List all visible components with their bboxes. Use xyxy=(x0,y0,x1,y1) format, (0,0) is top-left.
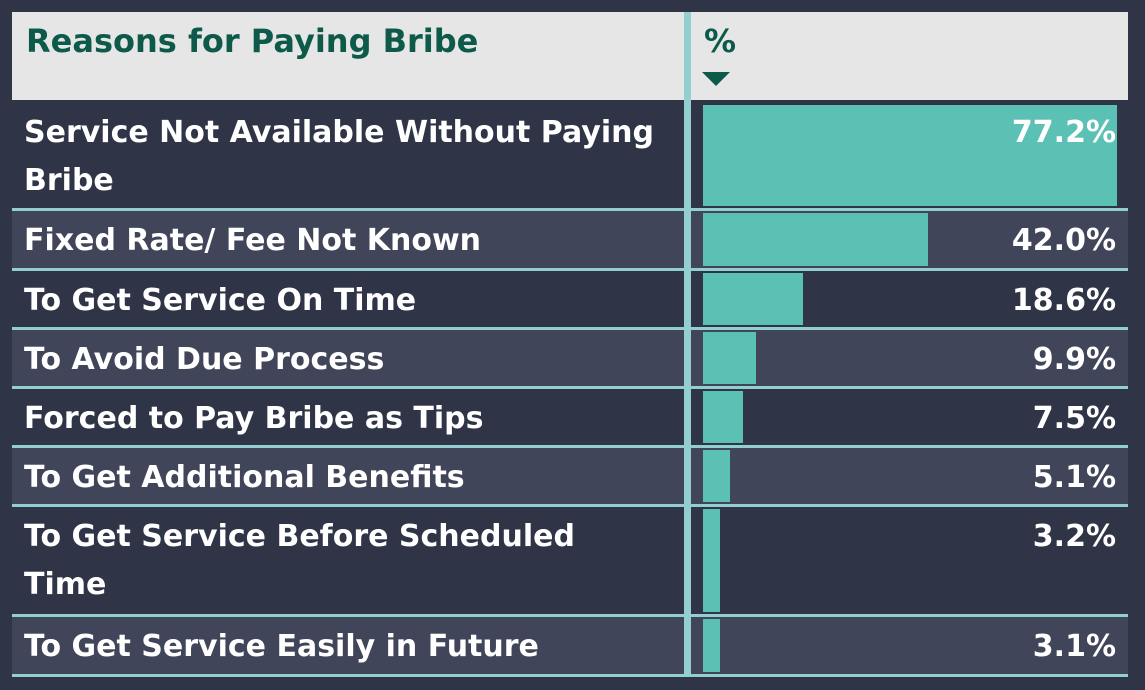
row-label: Forced to Pay Bribe as Tips xyxy=(24,401,484,436)
table-row[interactable]: To Get Service Before Scheduled Time 3.2% xyxy=(12,507,1128,617)
sort-descending-icon[interactable] xyxy=(702,72,730,86)
column-header-percent[interactable]: % xyxy=(704,22,737,60)
column-divider[interactable] xyxy=(684,12,691,676)
data-bar xyxy=(703,213,928,266)
row-value: 42.0% xyxy=(1011,223,1116,258)
column-header-reasons[interactable]: Reasons for Paying Bribe xyxy=(26,22,479,60)
row-value: 77.2% xyxy=(1011,115,1116,150)
data-bar xyxy=(703,619,720,672)
row-label: Service Not Available Without Paying Bri… xyxy=(24,115,654,198)
table-row[interactable]: To Get Service On Time 18.6% xyxy=(12,271,1128,330)
table-row[interactable]: To Get Additional Benefits 5.1% xyxy=(12,448,1128,507)
data-bar xyxy=(703,450,730,502)
table-row[interactable]: Forced to Pay Bribe as Tips 7.5% xyxy=(12,389,1128,448)
row-value: 3.1% xyxy=(1032,629,1116,664)
data-bar xyxy=(703,105,1117,206)
row-label: Fixed Rate/ Fee Not Known xyxy=(24,223,482,258)
table-row[interactable]: To Avoid Due Process 9.9% xyxy=(12,330,1128,389)
row-label: To Get Service Easily in Future xyxy=(24,629,539,664)
row-label: To Avoid Due Process xyxy=(24,342,385,377)
table-row[interactable]: To Get Service Easily in Future 3.1% xyxy=(12,617,1128,677)
row-value: 9.9% xyxy=(1032,342,1116,377)
row-value: 5.1% xyxy=(1032,460,1116,495)
row-label: To Get Service Before Scheduled Time xyxy=(24,519,575,602)
data-bar xyxy=(703,391,743,443)
row-value: 3.2% xyxy=(1032,519,1116,554)
row-value: 7.5% xyxy=(1032,401,1116,436)
table-row[interactable]: Service Not Available Without Paying Bri… xyxy=(12,103,1128,211)
data-bar xyxy=(703,273,803,325)
row-label: To Get Service On Time xyxy=(24,283,417,318)
row-label: To Get Additional Benefits xyxy=(24,460,465,495)
data-bar xyxy=(703,332,756,384)
table-header: Reasons for Paying Bribe % xyxy=(12,12,1128,100)
table-row[interactable]: Fixed Rate/ Fee Not Known 42.0% xyxy=(12,211,1128,271)
row-value: 18.6% xyxy=(1011,283,1116,318)
data-bar xyxy=(703,509,720,612)
